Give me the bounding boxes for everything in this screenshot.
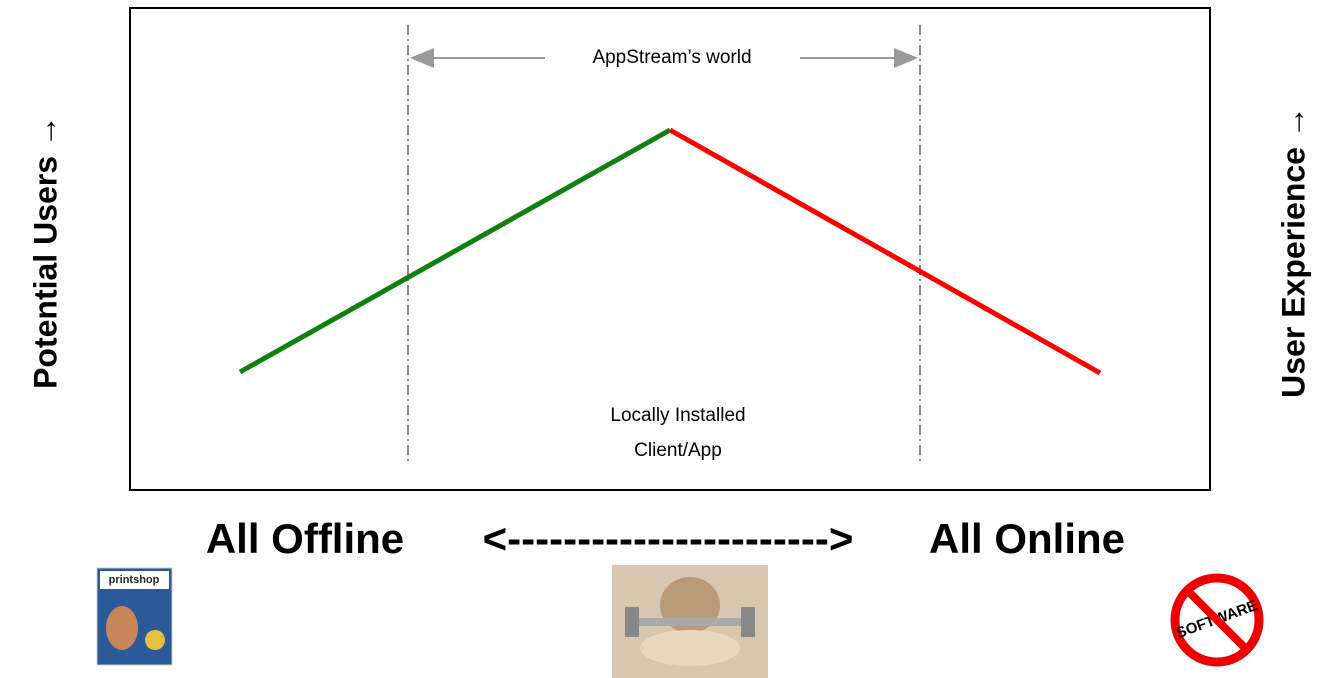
printshop-box: printshop: [96, 567, 173, 666]
hamster-photo: [612, 565, 768, 678]
bottom-right-label: All Online: [929, 515, 1125, 562]
users-line: [238, 127, 672, 375]
no-software-logo: SOFTWARE: [1170, 573, 1264, 667]
center-label: Client/App: [634, 440, 722, 461]
bottom-arrow: <----------------------->: [483, 515, 854, 562]
bottom-left-label: All Offline: [206, 515, 404, 562]
experience-line: [668, 127, 1102, 376]
chart-frame: [129, 7, 1211, 491]
logo-text: printshop: [109, 574, 160, 586]
center-label: Locally Installed: [610, 405, 745, 426]
right-axis-label: User Experience →: [1275, 106, 1311, 398]
left-axis-label: Potential Users →: [27, 115, 63, 389]
range-label: AppStream’s world: [592, 47, 751, 68]
